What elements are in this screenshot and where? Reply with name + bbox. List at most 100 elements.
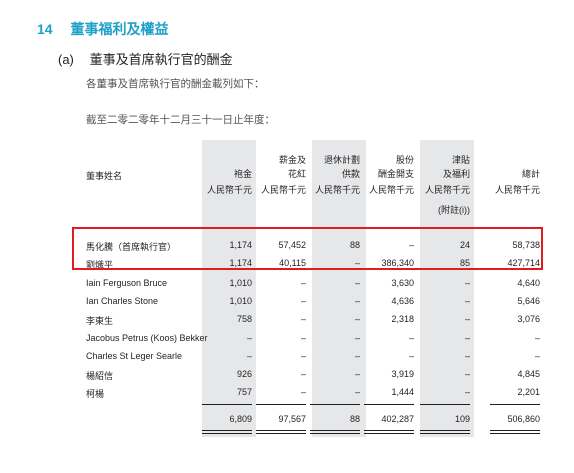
total-double-rule <box>364 433 414 434</box>
total-cell-share-based: 402,287 <box>381 414 414 424</box>
total-double-rule <box>202 433 252 434</box>
table-cell-salaries-bonuses: 57,452 <box>278 240 306 250</box>
table-cell-total: 3,076 <box>517 314 540 324</box>
total-cell-fees: 6,809 <box>229 414 252 424</box>
total-double-rule <box>490 430 540 431</box>
table-cell-salaries-bonuses: – <box>300 278 306 288</box>
table-cell-fees: 1,010 <box>229 278 252 288</box>
director-name: 楊紹信 <box>86 371 114 381</box>
column-band-pension <box>312 140 366 437</box>
table-cell-total: 4,640 <box>517 278 540 288</box>
column-header-share-based: 股份 <box>395 155 414 165</box>
total-double-rule <box>310 433 360 434</box>
column-band-fees <box>202 140 256 437</box>
table-cell-fees: 758 <box>236 314 252 324</box>
table-cell-share-based: – <box>408 333 414 343</box>
total-cell-total: 506,860 <box>507 414 540 424</box>
director-name: 李東生 <box>86 316 114 326</box>
table-cell-pension: – <box>354 278 360 288</box>
director-name-header: 董事姓名 <box>86 171 123 181</box>
director-name: 劉熾平 <box>86 260 114 270</box>
table-cell-fees: 1,010 <box>229 296 252 306</box>
table-cell-total: 5,646 <box>517 296 540 306</box>
column-header-total: 人民幣千元 <box>494 185 540 195</box>
column-header-allowances: 津貼 <box>451 155 470 165</box>
table-cell-total: 427,714 <box>507 258 540 268</box>
section-heading: 14 董事福利及權益 <box>37 19 168 39</box>
period-paragraph: 截至二零二零年十二月三十一日止年度： <box>86 114 275 126</box>
column-header-total: 總計 <box>521 169 540 179</box>
table-cell-fees: 1,174 <box>229 240 252 250</box>
section-title: 董事福利及權益 <box>70 21 169 37</box>
table-cell-total: – <box>534 351 540 361</box>
highlight-box <box>72 227 543 270</box>
director-name: Charles St Leger Searle <box>86 351 183 361</box>
table-cell-allowances: – <box>464 351 470 361</box>
subtotal-rule <box>490 404 540 405</box>
table-cell-total: 4,845 <box>517 369 540 379</box>
table-cell-total: 2,201 <box>517 387 540 397</box>
table-cell-share-based: – <box>408 240 414 250</box>
table-cell-allowances: – <box>464 278 470 288</box>
table-cell-allowances: – <box>464 369 470 379</box>
column-header-salaries-bonuses: 花紅 <box>287 169 306 179</box>
table-cell-pension: – <box>354 351 360 361</box>
director-name: 馬化騰（首席執行官） <box>86 242 177 252</box>
table-cell-share-based: – <box>408 351 414 361</box>
table-cell-share-based: 386,340 <box>381 258 414 268</box>
table-cell-fees: – <box>246 333 252 343</box>
table-cell-salaries-bonuses: – <box>300 369 306 379</box>
total-double-rule <box>364 430 414 431</box>
total-cell-pension: 88 <box>349 414 360 424</box>
total-double-rule <box>420 430 470 431</box>
table-cell-salaries-bonuses: – <box>300 351 306 361</box>
subtotal-rule <box>256 404 306 405</box>
total-double-rule <box>490 433 540 434</box>
table-cell-allowances: – <box>464 387 470 397</box>
table-cell-fees: 926 <box>236 369 252 379</box>
subsection-label: (a) <box>58 52 74 67</box>
table-cell-share-based: 3,630 <box>391 278 414 288</box>
table-cell-pension: – <box>354 333 360 343</box>
subtotal-rule <box>310 404 360 405</box>
table-cell-allowances: 85 <box>459 258 470 268</box>
total-double-rule <box>310 430 360 431</box>
table-cell-salaries-bonuses: – <box>300 296 306 306</box>
director-name: Iain Ferguson Bruce <box>86 278 168 288</box>
total-double-rule <box>420 433 470 434</box>
director-name: Jacobus Petrus (Koos) Bekker <box>86 333 208 343</box>
column-header-allowances: (附註(i)) <box>438 205 470 215</box>
total-double-rule <box>256 430 306 431</box>
director-name: Ian Charles Stone <box>86 296 159 306</box>
section-number: 14 <box>37 21 53 37</box>
table-cell-salaries-bonuses: – <box>300 387 306 397</box>
director-name: 柯楊 <box>86 389 105 399</box>
table-cell-salaries-bonuses: – <box>300 314 306 324</box>
column-header-pension: 供款 <box>341 169 360 179</box>
table-cell-total: – <box>534 333 540 343</box>
table-cell-allowances: – <box>464 296 470 306</box>
table-cell-pension: – <box>354 314 360 324</box>
table-cell-pension: – <box>354 296 360 306</box>
table-cell-pension: 88 <box>349 240 360 250</box>
table-cell-share-based: 4,636 <box>391 296 414 306</box>
table-cell-share-based: 2,318 <box>391 314 414 324</box>
table-cell-fees: – <box>246 351 252 361</box>
subsection-title: 董事及首席執行官的酬金 <box>89 52 233 67</box>
table-cell-allowances: 24 <box>459 240 470 250</box>
table-cell-total: 58,738 <box>512 240 540 250</box>
column-header-allowances: 人民幣千元 <box>424 185 470 195</box>
column-header-allowances: 及福利 <box>442 169 470 179</box>
table-cell-allowances: – <box>464 333 470 343</box>
table-cell-salaries-bonuses: – <box>300 333 306 343</box>
table-cell-fees: 1,174 <box>229 258 252 268</box>
table-cell-allowances: – <box>464 314 470 324</box>
table-cell-fees: 757 <box>236 387 252 397</box>
table-cell-pension: – <box>354 258 360 268</box>
column-band-allowances <box>420 140 474 437</box>
column-header-share-based: 人民幣千元 <box>368 185 414 195</box>
column-header-salaries-bonuses: 人民幣千元 <box>260 185 306 195</box>
total-double-rule <box>256 433 306 434</box>
subsection-heading: (a) 董事及首席執行官的酬金 <box>58 49 233 68</box>
total-double-rule <box>202 430 252 431</box>
